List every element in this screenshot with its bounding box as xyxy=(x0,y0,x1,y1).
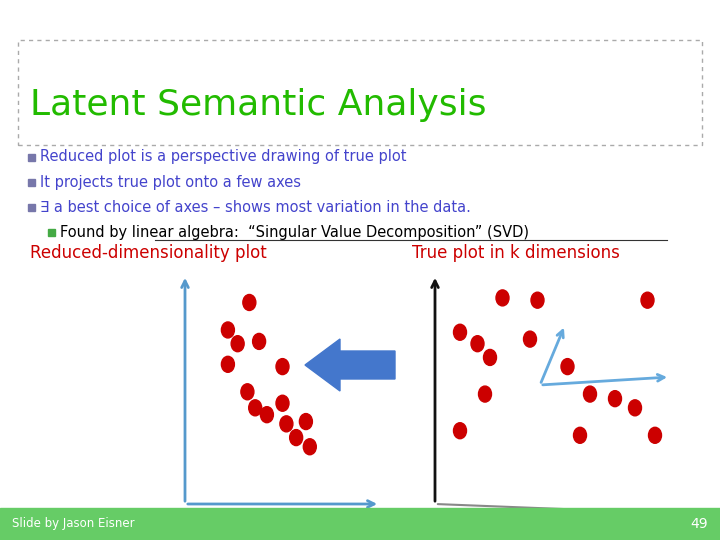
Ellipse shape xyxy=(276,395,289,411)
Ellipse shape xyxy=(496,290,509,306)
Ellipse shape xyxy=(253,333,266,349)
Bar xyxy=(28,204,35,211)
Text: True plot in k dimensions: True plot in k dimensions xyxy=(412,244,620,262)
Ellipse shape xyxy=(454,324,467,340)
Text: Slide by Jason Eisner: Slide by Jason Eisner xyxy=(12,517,135,530)
Ellipse shape xyxy=(289,430,302,446)
Ellipse shape xyxy=(471,336,484,352)
Bar xyxy=(540,375,550,385)
Ellipse shape xyxy=(222,322,235,338)
Bar xyxy=(0,508,720,540)
Ellipse shape xyxy=(641,292,654,308)
Ellipse shape xyxy=(583,386,596,402)
Ellipse shape xyxy=(608,390,621,407)
Ellipse shape xyxy=(454,423,467,438)
Text: It projects true plot onto a few axes: It projects true plot onto a few axes xyxy=(40,174,301,190)
Ellipse shape xyxy=(484,349,497,366)
Bar xyxy=(48,229,55,236)
Ellipse shape xyxy=(241,384,254,400)
Bar xyxy=(28,179,35,186)
Ellipse shape xyxy=(243,294,256,310)
Ellipse shape xyxy=(561,359,574,375)
Ellipse shape xyxy=(280,416,293,432)
Ellipse shape xyxy=(303,438,316,455)
Ellipse shape xyxy=(300,414,312,429)
Bar xyxy=(28,154,35,161)
Ellipse shape xyxy=(231,336,244,352)
Text: Reduced plot is a perspective drawing of true plot: Reduced plot is a perspective drawing of… xyxy=(40,150,407,165)
Ellipse shape xyxy=(248,400,261,416)
FancyArrow shape xyxy=(305,339,395,391)
Ellipse shape xyxy=(276,359,289,375)
Ellipse shape xyxy=(523,331,536,347)
Text: Latent Semantic Analysis: Latent Semantic Analysis xyxy=(30,88,487,122)
Ellipse shape xyxy=(649,427,662,443)
Ellipse shape xyxy=(574,427,587,443)
Text: ∃ a best choice of axes – shows most variation in the data.: ∃ a best choice of axes – shows most var… xyxy=(40,199,471,214)
Ellipse shape xyxy=(261,407,274,423)
Bar xyxy=(18,40,702,145)
Ellipse shape xyxy=(531,292,544,308)
Text: 49: 49 xyxy=(690,517,708,531)
Ellipse shape xyxy=(222,356,235,372)
Text: Reduced-dimensionality plot: Reduced-dimensionality plot xyxy=(30,244,266,262)
Ellipse shape xyxy=(479,386,492,402)
Text: Found by linear algebra:  “Singular Value Decomposition” (SVD): Found by linear algebra: “Singular Value… xyxy=(60,225,529,240)
Ellipse shape xyxy=(629,400,642,416)
